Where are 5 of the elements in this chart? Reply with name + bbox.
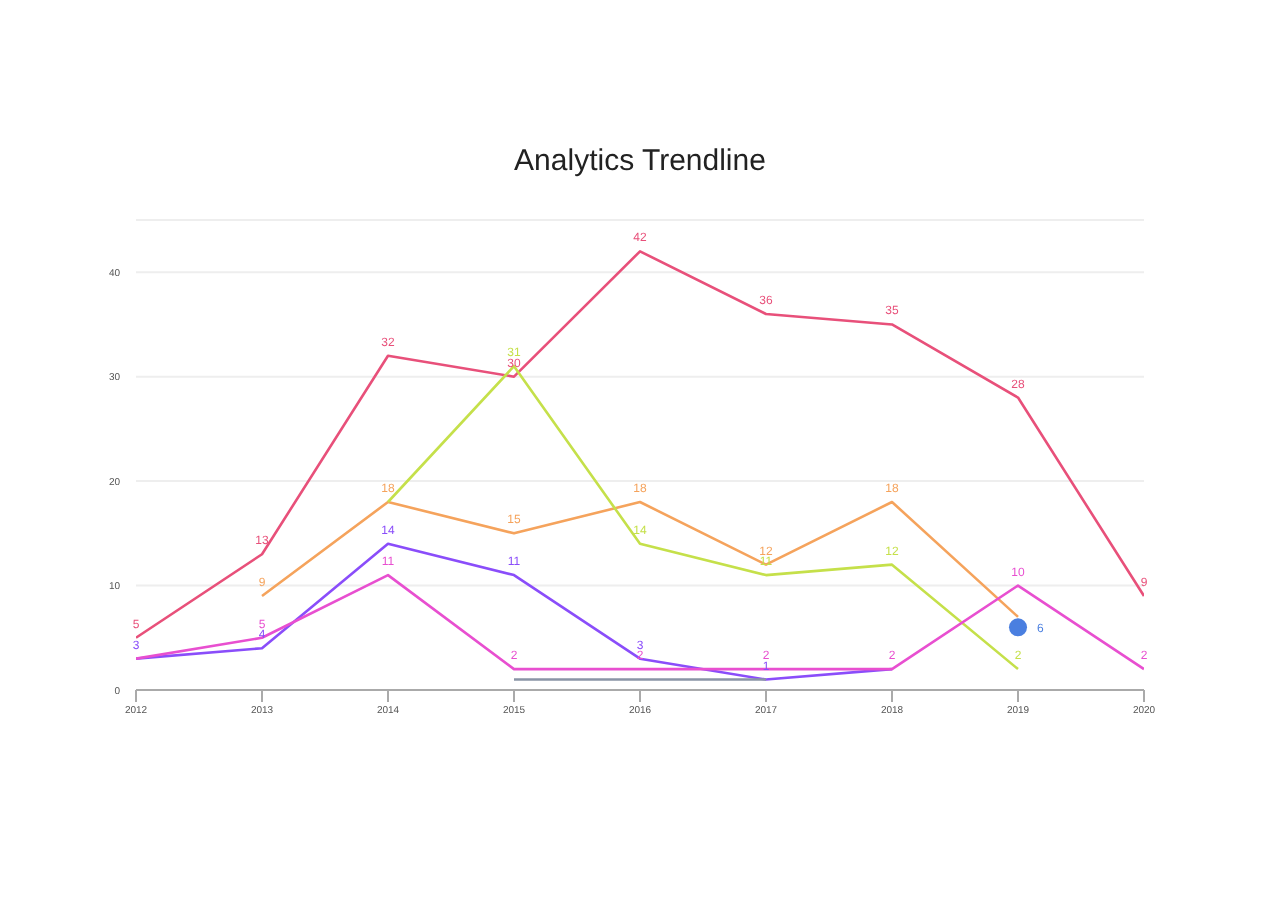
line-series <box>386 364 1020 671</box>
chart-title: Analytics Trendline <box>512 144 768 178</box>
line-series <box>136 542 894 681</box>
line-series <box>136 573 1144 671</box>
line-series <box>136 250 1144 640</box>
